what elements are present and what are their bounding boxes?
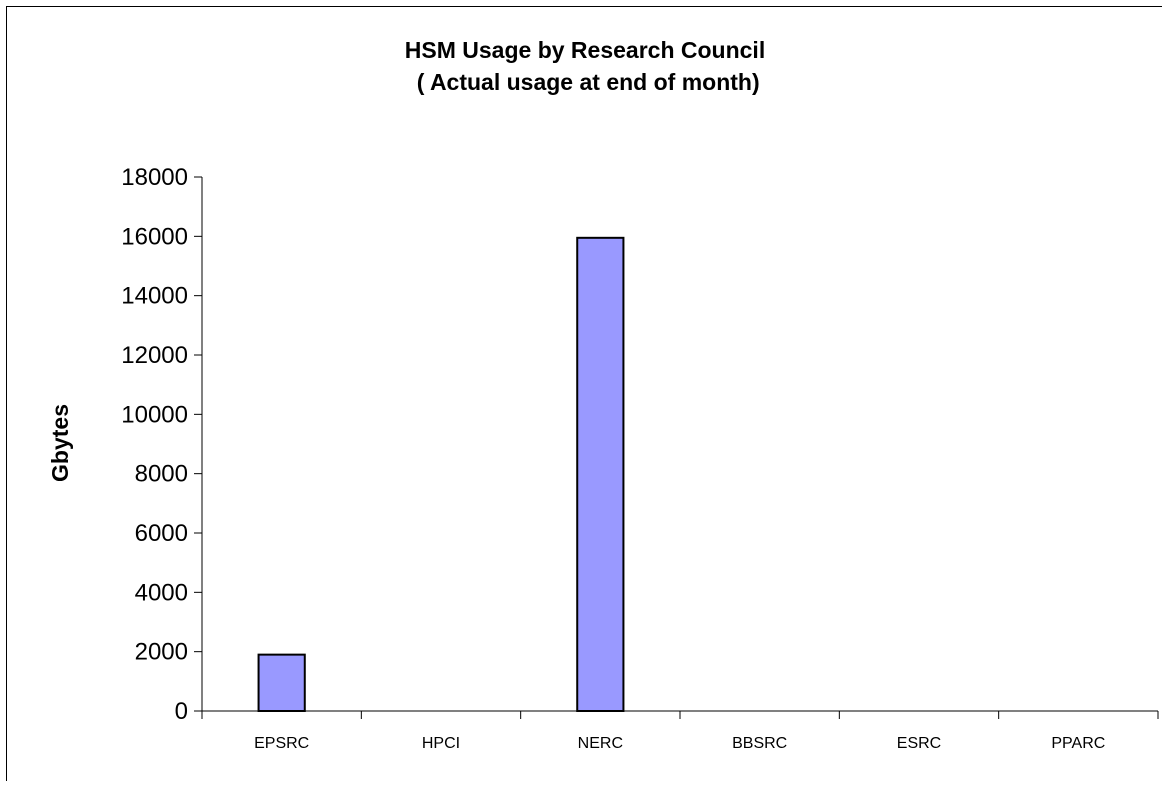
y-tick-label: 4000	[135, 579, 188, 606]
x-category-label: EPSRC	[254, 735, 309, 752]
y-tick-label: 18000	[121, 164, 188, 191]
y-tick-label: 8000	[135, 461, 188, 488]
x-category-label: NERC	[578, 735, 623, 752]
chart-frame	[6, 6, 1162, 781]
chart-title: HSM Usage by Research Council	[404, 37, 766, 63]
x-axis: EPSRC HPCI NERC BBSRC ESRC PPARC	[201, 710, 1159, 752]
y-axis-label: Gbytes	[47, 404, 73, 482]
x-category-label: HPCI	[422, 735, 460, 752]
x-category-label: PPARC	[1051, 735, 1105, 752]
y-tick-label: 12000	[121, 342, 188, 369]
y-tick-label: 6000	[135, 520, 188, 547]
y-tick-label: 14000	[121, 283, 188, 310]
y-tick-label: 2000	[135, 639, 188, 666]
y-tick-label: 0	[175, 698, 188, 725]
bars	[257, 236, 625, 713]
chart-subtitle: ( Actual usage at end of month)	[410, 69, 760, 95]
y-axis: 0 2000 4000 6000 8000 10000 12000 14000 16000 180…	[121, 164, 203, 725]
x-category-label: BBSRC	[732, 735, 787, 752]
y-tick-label: 10000	[121, 401, 188, 428]
x-category-label: ESRC	[897, 735, 941, 752]
bar-epsrc	[257, 653, 306, 713]
chart-title-block: HSM Usage by Research Council ( Actual u…	[0, 34, 1170, 98]
bar-nerc	[576, 236, 625, 712]
y-tick-label: 16000	[121, 223, 188, 250]
